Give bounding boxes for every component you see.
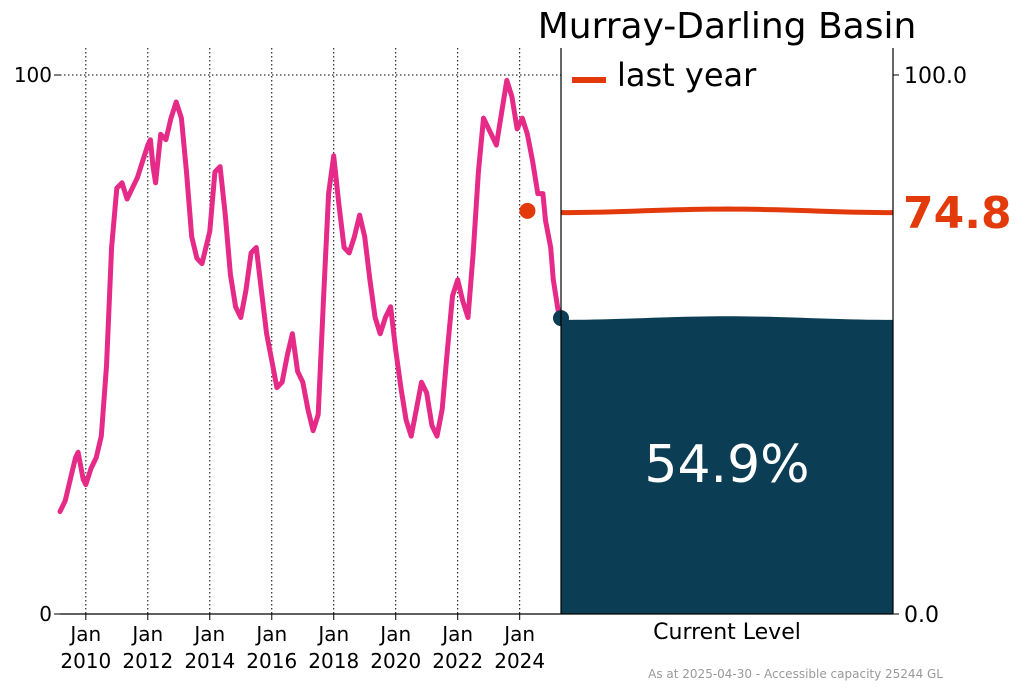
right-y-tick-label: 0.0 bbox=[904, 603, 939, 628]
current-level-fill bbox=[561, 316, 893, 614]
x-tick-label-year: 2010 bbox=[60, 649, 111, 673]
x-tick-label-year: 2016 bbox=[246, 649, 297, 673]
x-tick-label-year: 2022 bbox=[432, 649, 483, 673]
legend-label-last-year: last year bbox=[617, 56, 757, 94]
x-tick-label-year: 2014 bbox=[184, 649, 235, 673]
x-tick-label-year: 2012 bbox=[122, 649, 173, 673]
current-level-label: Current Level bbox=[653, 620, 801, 645]
y-tick-label: 0 bbox=[39, 602, 52, 626]
x-tick-label-month: Jan bbox=[502, 622, 535, 646]
x-tick-label-month: Jan bbox=[130, 622, 163, 646]
x-tick-label-year: 2018 bbox=[308, 649, 359, 673]
current-level-percent: 54.9% bbox=[644, 435, 809, 495]
y-tick-label: 100 bbox=[14, 63, 52, 87]
x-tick-label-month: Jan bbox=[68, 622, 101, 646]
x-tick-label-month: Jan bbox=[378, 622, 411, 646]
x-tick-label-year: 2024 bbox=[494, 649, 545, 673]
right-y-tick-label: 100.0 bbox=[904, 64, 967, 89]
grid-lines bbox=[60, 48, 561, 614]
chart-title: Murray-Darling Basin bbox=[538, 6, 917, 47]
x-tick-label-month: Jan bbox=[254, 622, 287, 646]
footnote: As at 2025-04-30 - Accessible capacity 2… bbox=[648, 667, 943, 681]
last-year-point bbox=[519, 202, 536, 219]
last-year-level-line bbox=[561, 206, 893, 216]
x-tick-label-month: Jan bbox=[440, 622, 473, 646]
right-axis: 0.0 100.0 bbox=[893, 64, 967, 628]
storage-level-line bbox=[57, 77, 561, 515]
x-tick-label-month: Jan bbox=[316, 622, 349, 646]
x-tick-label-year: 2020 bbox=[370, 649, 421, 673]
last-year-value: 74.8 bbox=[903, 188, 1012, 239]
x-axis: Jan 2010 Jan 2012 Jan 2014 Jan 2016 Jan 2018 Jan 20… bbox=[60, 613, 561, 673]
left-axis: 0 100 bbox=[14, 63, 60, 626]
x-tick-label-month: Jan bbox=[192, 622, 225, 646]
